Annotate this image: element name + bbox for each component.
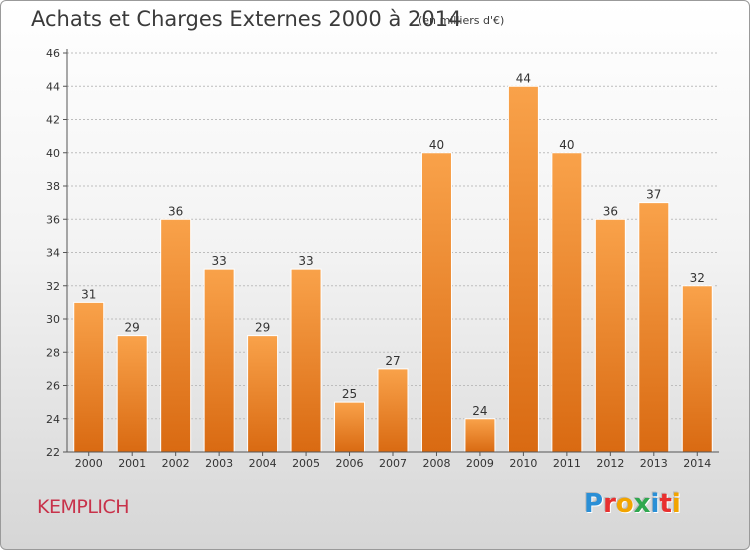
logo-letter: i bbox=[671, 489, 681, 519]
bar-2001 bbox=[116, 335, 148, 453]
x-tick-label-2009: 2009 bbox=[466, 457, 494, 470]
proxiti-logo: Proxiti bbox=[584, 489, 681, 519]
x-tick-label-2004: 2004 bbox=[249, 457, 277, 470]
value-label-2003: 33 bbox=[211, 254, 226, 268]
y-tick-label: 30 bbox=[46, 313, 60, 326]
y-tick-label: 46 bbox=[46, 47, 60, 60]
bar-2012 bbox=[594, 218, 626, 453]
value-label-2012: 36 bbox=[603, 204, 618, 218]
logo-letter: P bbox=[584, 489, 604, 519]
chart-subtitle: (en milliers d'€) bbox=[418, 14, 505, 27]
x-tick-label-2008: 2008 bbox=[422, 457, 450, 470]
value-label-2014: 32 bbox=[690, 271, 705, 285]
x-tick-label-2002: 2002 bbox=[162, 457, 190, 470]
logo-letter: o bbox=[615, 489, 634, 519]
logo-letter: r bbox=[603, 489, 616, 519]
y-tick-label: 34 bbox=[46, 247, 60, 260]
bars bbox=[73, 85, 713, 453]
x-tick-label-2005: 2005 bbox=[292, 457, 320, 470]
bar-2003 bbox=[203, 268, 235, 453]
y-tick-label: 36 bbox=[46, 213, 60, 226]
chart-title: Achats et Charges Externes 2000 à 2014 bbox=[31, 7, 462, 31]
x-tick-label-2007: 2007 bbox=[379, 457, 407, 470]
x-tick-label-2010: 2010 bbox=[509, 457, 537, 470]
x-tick-label-2014: 2014 bbox=[683, 457, 711, 470]
y-tick-label: 28 bbox=[46, 346, 60, 359]
bar-2014 bbox=[681, 285, 713, 453]
x-tick-label-2001: 2001 bbox=[118, 457, 146, 470]
bar-2004 bbox=[247, 335, 279, 453]
bar-2010 bbox=[507, 85, 539, 453]
logo-letter: x bbox=[633, 489, 651, 519]
logo-letter: t bbox=[659, 489, 672, 519]
y-tick-label: 32 bbox=[46, 280, 60, 293]
logo-letter: i bbox=[650, 489, 660, 519]
x-tick-label-2012: 2012 bbox=[596, 457, 624, 470]
x-tick-label-2006: 2006 bbox=[336, 457, 364, 470]
y-tick-label: 26 bbox=[46, 380, 60, 393]
bar-2000 bbox=[73, 301, 105, 453]
y-tick-label: 42 bbox=[46, 114, 60, 127]
value-label-2008: 40 bbox=[429, 138, 444, 152]
value-label-2011: 40 bbox=[559, 138, 574, 152]
bar-2006 bbox=[334, 401, 366, 453]
value-label-2013: 37 bbox=[646, 188, 661, 202]
value-label-2009: 24 bbox=[472, 404, 487, 418]
bar-2007 bbox=[377, 368, 409, 453]
x-tick-label-2003: 2003 bbox=[205, 457, 233, 470]
value-label-2005: 33 bbox=[298, 254, 313, 268]
x-tick-label-2000: 2000 bbox=[75, 457, 103, 470]
value-label-2000: 31 bbox=[81, 287, 96, 301]
labels: 22 24 26 28 30 32 34 36 38 40 42 44 46 31 2000 29 2001 36… bbox=[46, 47, 711, 470]
bar-2002 bbox=[160, 218, 192, 453]
y-tick-label: 24 bbox=[46, 413, 60, 426]
x-tick-label-2013: 2013 bbox=[640, 457, 668, 470]
bar-2013 bbox=[638, 202, 670, 453]
value-label-2004: 29 bbox=[255, 321, 270, 335]
value-label-2007: 27 bbox=[385, 354, 400, 368]
axes bbox=[63, 49, 719, 456]
x-tick-label-2011: 2011 bbox=[553, 457, 581, 470]
y-tick-label: 40 bbox=[46, 147, 60, 160]
y-tick-label: 22 bbox=[46, 446, 60, 459]
y-tick-label: 38 bbox=[46, 180, 60, 193]
value-label-2010: 44 bbox=[516, 71, 531, 85]
bar-2011 bbox=[551, 152, 583, 453]
value-label-2006: 25 bbox=[342, 387, 357, 401]
bar-2005 bbox=[290, 268, 322, 453]
bar-2008 bbox=[420, 152, 452, 453]
commune-name: KEMPLICH bbox=[37, 496, 130, 518]
value-label-2001: 29 bbox=[125, 321, 140, 335]
y-tick-label: 44 bbox=[46, 80, 60, 93]
bar-2009 bbox=[464, 418, 496, 453]
value-label-2002: 36 bbox=[168, 204, 183, 218]
